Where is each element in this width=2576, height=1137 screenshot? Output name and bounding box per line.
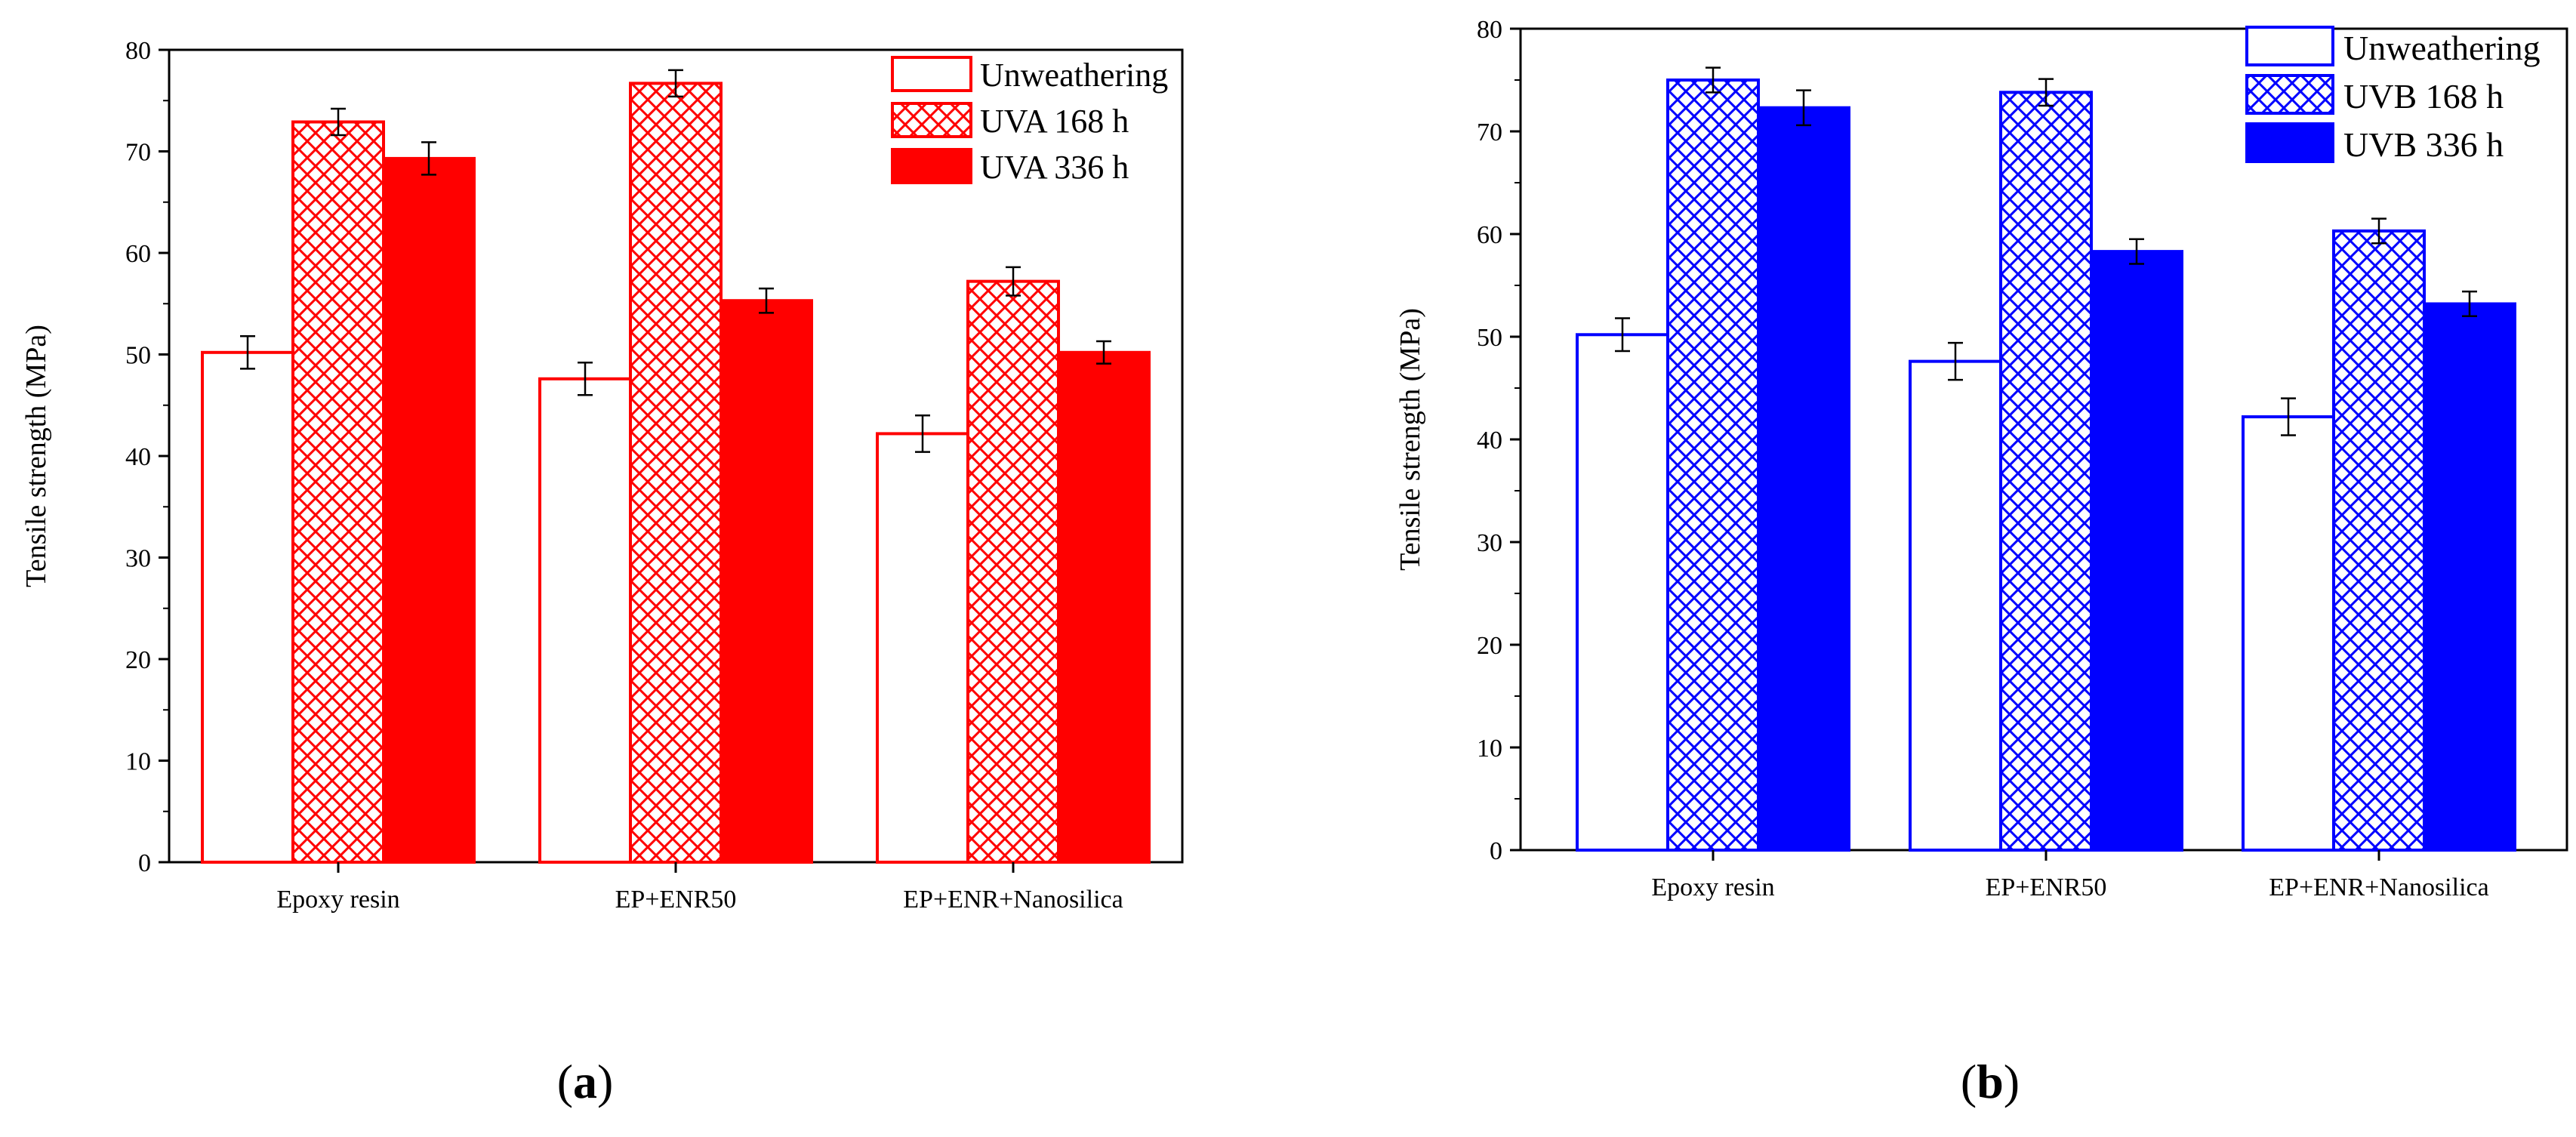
y-tick-label: 80 [125, 37, 151, 65]
chart-panel-b: 0 10 20 30 40 50 60 70 80 Tensile strength (MPa) E… [1394, 16, 2568, 901]
legend-label-uvb-168-h: UVB 168 h [2343, 77, 2504, 116]
legend-swatch-uvb-168-h [2245, 74, 2334, 115]
legend-label-unweathering: Unweathering [980, 57, 1168, 94]
x-category-label: Epoxy resin [1651, 874, 1774, 901]
bar-uvb-336-h-ep-enr50 [2090, 250, 2183, 852]
y-tick-label: 0 [1490, 837, 1502, 865]
bar-uvb-168-h-ep-enr50 [1999, 91, 2093, 852]
y-tick-label: 20 [1477, 632, 1502, 660]
bar-unweathering-ep-enr-nanosilica [2242, 415, 2335, 852]
legend-label-unweathering: Unweathering [2343, 29, 2541, 67]
bar-uvb-336-h-epoxy-resin [1757, 106, 1850, 852]
bar-uva-336-h-ep-enr50 [719, 299, 813, 864]
y-tick-label: 10 [1477, 735, 1502, 763]
y-tick-label: 10 [125, 748, 151, 776]
legend-swatch-unweathering [891, 56, 972, 92]
y-tick-label: 50 [1477, 324, 1502, 352]
bar-uva-336-h-epoxy-resin [382, 156, 476, 864]
bar-unweathering-epoxy-resin [201, 350, 294, 864]
legend-swatch-uvb-336-h [2245, 122, 2334, 163]
y-tick-label: 40 [1477, 427, 1502, 454]
y-tick-label: 0 [138, 849, 151, 877]
bar-uvb-336-h-ep-enr-nanosilica [2423, 302, 2516, 852]
y-tick-label: 20 [125, 646, 151, 674]
y-tick-label: 50 [125, 342, 151, 370]
y-axis-title: Tensile strength (MPa) [20, 325, 52, 587]
chart-panel-a: 0 10 20 30 40 50 60 70 80 Tensile strength (MPa) E… [20, 37, 1184, 914]
bar-unweathering-epoxy-resin [1576, 333, 1669, 852]
bar-uvb-168-h-epoxy-resin [1666, 79, 1760, 852]
x-category-label: EP+ENR50 [615, 886, 737, 914]
bar-uva-168-h-ep-enr-nanosilica [966, 279, 1060, 864]
legend-swatch-unweathering [2245, 26, 2334, 66]
panel-label-b: (b) [1961, 1055, 2020, 1108]
bar-uva-336-h-ep-enr-nanosilica [1057, 350, 1151, 864]
x-category-label: EP+ENR+Nanosilica [2269, 874, 2488, 901]
bar-uvb-168-h-ep-enr-nanosilica [2332, 229, 2426, 852]
y-tick-label: 60 [125, 240, 151, 268]
x-category-label: Epoxy resin [276, 886, 399, 914]
bar-unweathering-ep-enr50 [1909, 359, 2002, 852]
y-tick-label: 30 [125, 545, 151, 573]
y-tick-label: 70 [1477, 119, 1502, 146]
y-tick-label: 60 [1477, 221, 1502, 249]
y-axis-title: Tensile strength (MPa) [1394, 308, 1426, 571]
panel-label-a: (a) [557, 1055, 614, 1108]
legend-label-uva-336-h: UVA 336 h [980, 149, 1129, 186]
legend-swatch-uva-168-h [891, 102, 972, 138]
x-category-label: EP+ENR50 [1986, 874, 2107, 901]
legend-label-uvb-336-h: UVB 336 h [2343, 125, 2504, 164]
bar-unweathering-ep-enr-nanosilica [876, 432, 969, 864]
legend-swatch-uva-336-h [891, 148, 972, 184]
y-tick-label: 30 [1477, 529, 1502, 557]
legend-label-uva-168-h: UVA 168 h [980, 103, 1129, 140]
y-tick-label: 40 [125, 443, 151, 471]
y-tick-label: 70 [125, 139, 151, 167]
x-category-label: EP+ENR+Nanosilica [903, 886, 1123, 914]
bar-uva-168-h-ep-enr50 [629, 82, 723, 864]
bar-unweathering-ep-enr50 [538, 377, 632, 864]
bar-uva-168-h-epoxy-resin [291, 120, 385, 864]
y-tick-label: 80 [1477, 16, 1502, 44]
